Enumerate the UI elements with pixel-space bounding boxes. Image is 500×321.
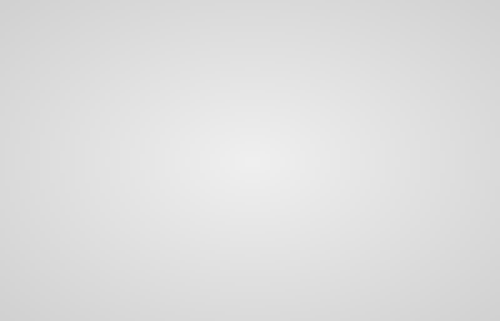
Legend: Diagnosed rhinitis, Undiagnosed rhinitis: Diagnosed rhinitis, Undiagnosed rhinitis (362, 134, 500, 180)
Wedge shape (140, 36, 261, 224)
Wedge shape (18, 36, 241, 279)
Text: 34.3: 34.3 (174, 126, 202, 136)
Text: 65.7: 65.7 (67, 184, 94, 194)
